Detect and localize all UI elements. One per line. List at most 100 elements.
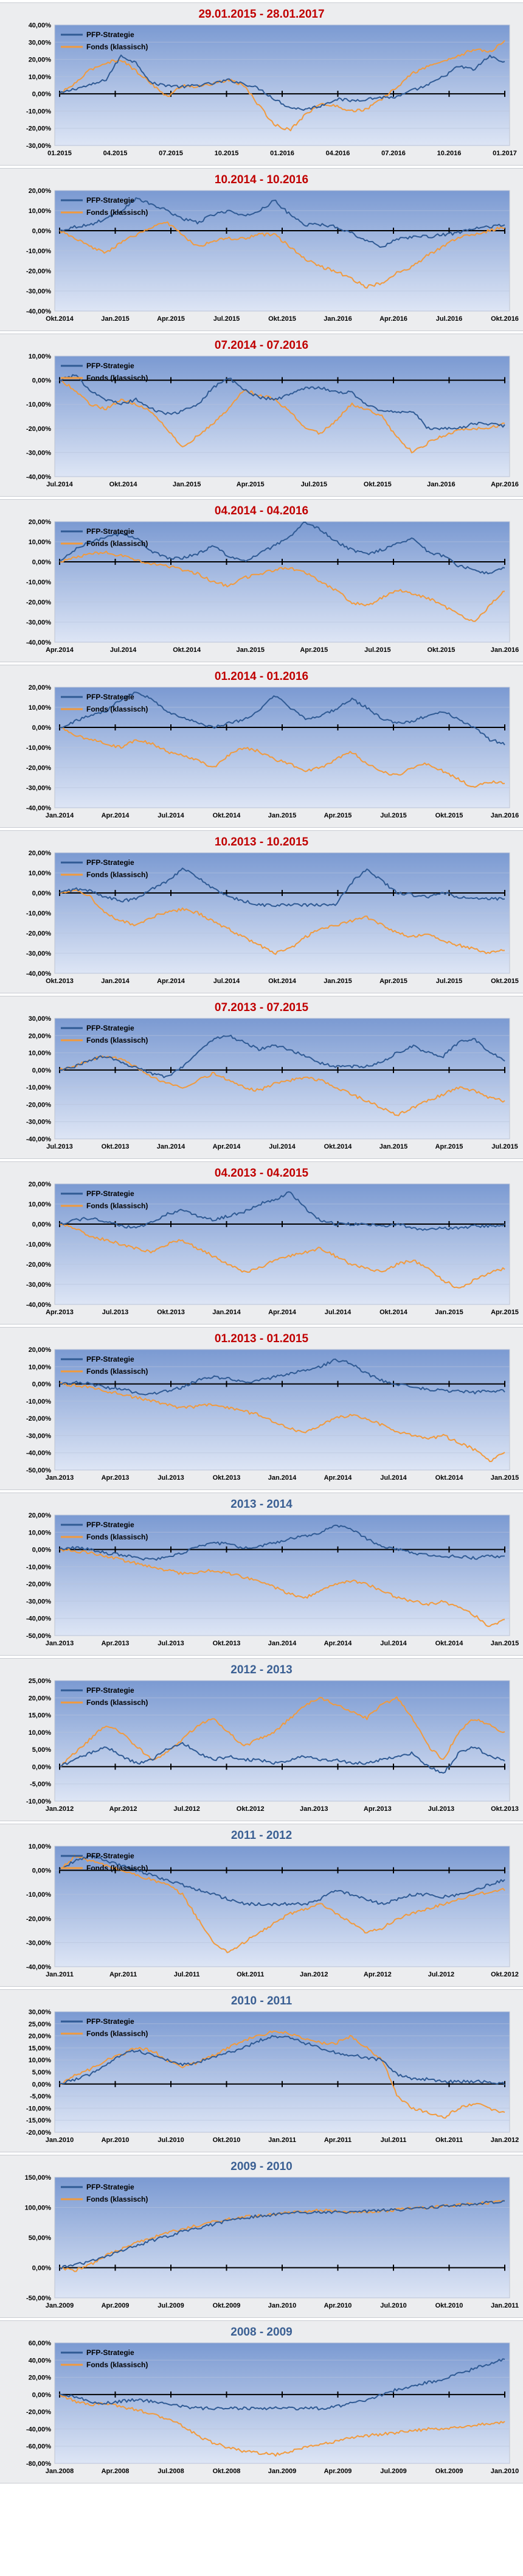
chart-panel: 2013 - 2014 20,00% 10,00% 0,00% -10,00% -20,0…	[0, 1493, 523, 1656]
series-line-pfp-strategie	[59, 197, 505, 248]
chart-panel: 01.2014 - 01.2016 20,00% 10,00% 0,00% -10,00…	[0, 665, 523, 828]
x-tick-label: Okt.2013	[46, 978, 74, 985]
y-tick-label: -30,00%	[26, 619, 51, 626]
chart-svg: 10.2014 - 10.2016 20,00% 10,00% 0,00% -10,00…	[26, 173, 519, 323]
legend-label-pfp-strategie: PFP-Strategie	[86, 858, 134, 867]
x-tick-label: Okt.2014	[213, 812, 241, 819]
y-tick-label: -40,00%	[26, 308, 51, 315]
y-tick-label: -60,00%	[26, 2443, 51, 2451]
y-tick-label: -40,00%	[26, 970, 51, 978]
chart-svg: 2008 - 2009 60,00% 40,00% 20,00% 0,00% -20,00…	[26, 2326, 519, 2475]
y-tick-label: 100,00%	[25, 2205, 52, 2212]
y-tick-label: -40,00%	[26, 1615, 51, 1623]
x-tick-label: Jan.2015	[435, 1309, 463, 1316]
y-tick-label: -20,00%	[26, 1415, 51, 1423]
y-tick-label: 10,00%	[29, 74, 52, 81]
y-tick-label: 40,00%	[29, 2357, 52, 2364]
x-tick-label: Jul.2014	[269, 1143, 296, 1150]
legend-label-pfp-strategie: PFP-Strategie	[86, 362, 134, 370]
x-tick-label: 04.2016	[326, 150, 350, 157]
series-line-fonds-klassisch	[59, 1696, 505, 1767]
x-tick-label: Apr.2014	[46, 646, 74, 654]
y-tick-label: 30,00%	[29, 39, 52, 46]
x-tick-label: Jul.2014	[46, 481, 73, 488]
y-tick-label: -30,00%	[26, 449, 51, 457]
y-tick-label: 0,00%	[32, 1763, 51, 1771]
series-line-pfp-strategie	[59, 2358, 505, 2410]
x-tick-label: Jan.2014	[46, 812, 74, 819]
y-tick-label: -80,00%	[26, 2460, 51, 2468]
y-tick-label: -40,00%	[26, 1301, 51, 1309]
x-tick-label: Apr.2015	[157, 315, 185, 323]
y-tick-label: 0,00%	[32, 228, 51, 235]
chart-svg: 04.2013 - 04.2015 20,00% 10,00% 0,00% -10,00…	[26, 1167, 519, 1316]
x-tick-label: Okt.2014	[324, 1143, 353, 1150]
series-line-pfp-strategie	[60, 1741, 505, 1774]
y-tick-label: -10,00%	[26, 744, 51, 752]
x-tick-label: Jan.2015	[491, 1474, 519, 1482]
x-tick-label: Apr.2014	[324, 1640, 353, 1647]
legend-label-fonds-klassisch: Fonds (klassisch)	[86, 2195, 148, 2203]
chart-svg: 29.01.2015 - 28.01.2017 40,00% 30,00% 20,00…	[26, 8, 517, 157]
x-tick-label: Jan.2012	[491, 2137, 519, 2144]
x-tick-label: Apr.2016	[379, 315, 407, 323]
chart-title: 07.2014 - 07.2016	[215, 339, 308, 352]
x-tick-label: Okt.2010	[435, 2302, 463, 2309]
y-tick-label: -10,00%	[26, 910, 51, 917]
x-tick-label: Jan.2013	[46, 1640, 74, 1647]
x-tick-label: Okt.2013	[213, 1474, 241, 1482]
chart-title: 04.2014 - 04.2016	[215, 505, 308, 517]
x-tick-label: Apr.2015	[379, 978, 407, 985]
chart-title: 2012 - 2013	[230, 1664, 292, 1676]
y-tick-label: -10,00%	[26, 1398, 51, 1405]
y-tick-label: 0,00%	[32, 1067, 51, 1074]
chart-svg: 2011 - 2012 10,00% 0,00% -10,00% -20,00% -30,…	[26, 1829, 519, 1978]
x-tick-label: Jul.2013	[428, 1805, 454, 1813]
y-tick-label: -30,00%	[26, 142, 51, 150]
series-line-pfp-strategie	[59, 1524, 505, 1561]
series-line-fonds-klassisch	[59, 2030, 505, 2119]
series-line-fonds-klassisch	[59, 1382, 505, 1463]
y-tick-label: -10,00%	[26, 1084, 51, 1091]
x-tick-label: Jul.2011	[174, 1971, 200, 1978]
chart-svg: 2009 - 2010 150,00% 100,00% 50,00% 0,00% -50,…	[25, 2160, 519, 2309]
y-tick-label: 10,00%	[29, 704, 52, 712]
x-tick-label: Jul.2014	[380, 1640, 407, 1647]
legend-label-fonds-klassisch: Fonds (klassisch)	[86, 1367, 148, 1376]
x-tick-label: Jan.2015	[101, 315, 129, 323]
x-tick-label: Jul.2013	[46, 1143, 72, 1150]
y-tick-label: -10,00%	[26, 1241, 51, 1248]
y-tick-label: -20,00%	[26, 2409, 51, 2416]
x-tick-label: Okt.2013	[102, 1143, 130, 1150]
y-tick-label: -20,00%	[26, 1261, 51, 1269]
x-tick-label: Jul.2015	[301, 481, 327, 488]
x-tick-label: Jan.2008	[46, 2468, 74, 2475]
chart-panel: 10.2014 - 10.2016 20,00% 10,00% 0,00% -10,00…	[0, 168, 523, 331]
y-tick-label: 15,00%	[29, 1712, 52, 1720]
chart-panel: 2009 - 2010 150,00% 100,00% 50,00% 0,00% -50,…	[0, 2155, 523, 2318]
x-tick-label: Apr.2013	[364, 1805, 392, 1813]
chart-svg: 07.2014 - 07.2016 10,00% 0,00% -10,00% -20,0…	[26, 339, 519, 488]
y-tick-label: 10,00%	[29, 539, 52, 546]
chart-panel: 2011 - 2012 10,00% 0,00% -10,00% -20,00% -30,…	[0, 1824, 523, 1987]
y-tick-label: -30,00%	[26, 1432, 51, 1440]
y-tick-label: 20,00%	[29, 1695, 52, 1702]
chart-title: 2009 - 2010	[230, 2160, 292, 2173]
chart-panel: 07.2013 - 07.2015 30,00% 20,00% 10,00% 0,00%…	[0, 996, 523, 1159]
x-tick-label: Apr.2014	[268, 1309, 297, 1316]
y-tick-label: -20,00%	[26, 425, 51, 433]
x-tick-label: Jul.2014	[325, 1309, 352, 1316]
legend-label-pfp-strategie: PFP-Strategie	[86, 2017, 134, 2026]
y-tick-label: -10,00%	[26, 2105, 51, 2112]
y-tick-label: 30,00%	[29, 2009, 52, 2016]
x-tick-label: Okt.2015	[435, 812, 463, 819]
y-tick-label: 0,00%	[32, 91, 51, 98]
x-tick-label: Apr.2015	[300, 646, 328, 654]
y-tick-label: 0,00%	[32, 890, 51, 897]
x-tick-label: Apr.2009	[324, 2468, 352, 2475]
series-line-fonds-klassisch	[59, 1548, 505, 1627]
x-tick-label: Jan.2016	[491, 812, 519, 819]
chart-svg: 04.2014 - 04.2016 20,00% 10,00% 0,00% -10,00…	[26, 505, 519, 654]
chart-panel: 2010 - 2011 30,00% 25,00% 20,00% 15,00% 10,00…	[0, 1989, 523, 2152]
y-tick-label: -20,00%	[26, 1581, 51, 1588]
